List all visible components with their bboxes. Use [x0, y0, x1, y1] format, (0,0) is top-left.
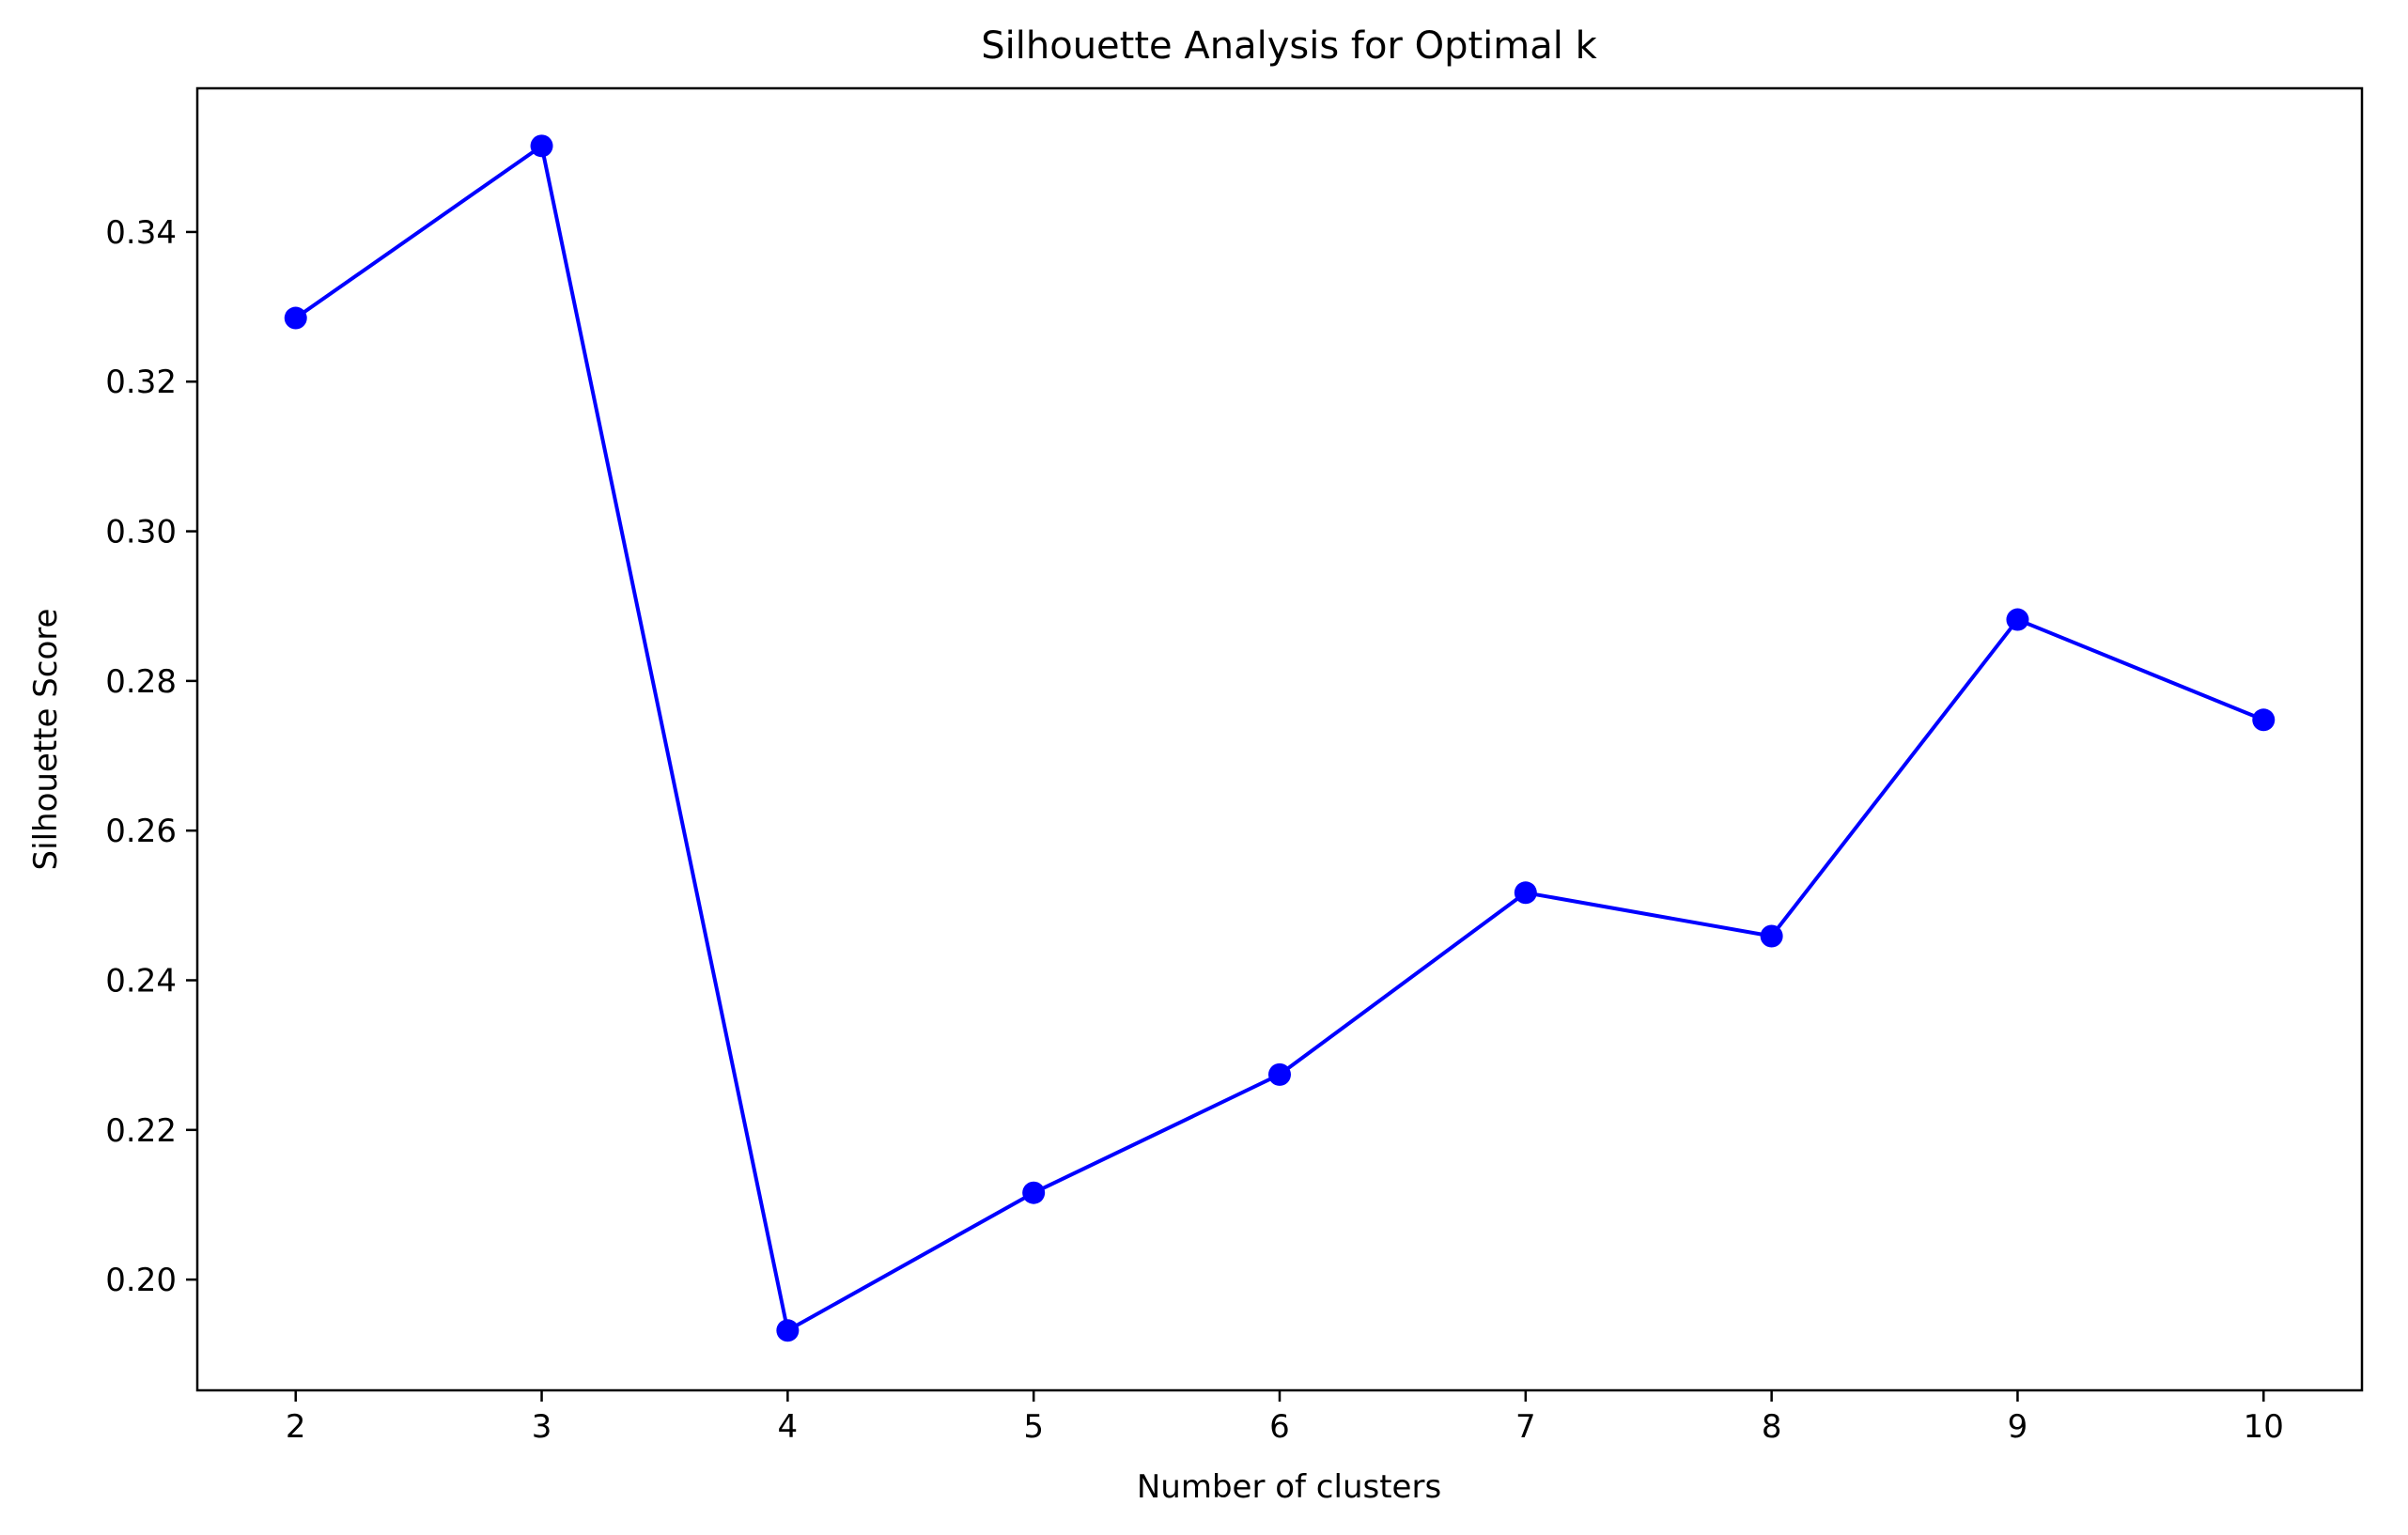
y-tick-label: 0.28: [105, 663, 177, 701]
data-point: [1760, 924, 1783, 948]
chart-title: Silhouette Analysis for Optimal k: [981, 24, 1597, 68]
y-tick-label: 0.34: [105, 214, 177, 252]
data-point: [2252, 708, 2276, 732]
x-tick-label: 10: [2244, 1408, 2284, 1446]
x-tick-label: 6: [1269, 1408, 1290, 1446]
x-tick-label: 9: [2008, 1408, 2028, 1446]
y-axis-label: Silhouette Score: [27, 609, 65, 871]
y-tick-label: 0.24: [105, 962, 177, 1000]
data-point: [284, 306, 307, 330]
y-tick-label: 0.20: [105, 1262, 177, 1299]
x-tick-label: 5: [1023, 1408, 1044, 1446]
data-point: [1514, 881, 1537, 905]
x-tick-label: 4: [778, 1408, 799, 1446]
y-tick-label: 0.22: [105, 1112, 177, 1150]
plot-frame: [195, 86, 2364, 1392]
y-tick-label: 0.30: [105, 514, 177, 551]
plot-area: 2 3 4 5 6 7 8 9 10 0.20 0.22 0.24 0.26 0.28 0.30 0.32 0.…: [105, 134, 2284, 1446]
y-tick-label: 0.26: [105, 813, 177, 850]
data-point: [530, 134, 553, 158]
data-point: [776, 1319, 800, 1342]
x-tick-label: 2: [286, 1408, 306, 1446]
data-point: [1268, 1062, 1291, 1086]
data-point: [2006, 608, 2029, 631]
data-point: [1022, 1181, 1046, 1204]
x-axis-label: Number of clusters: [1137, 1468, 1441, 1506]
x-tick-label: 7: [1515, 1408, 1536, 1446]
x-tick-label: 8: [1762, 1408, 1782, 1446]
y-tick-label: 0.32: [105, 364, 177, 401]
x-tick-label: 3: [532, 1408, 552, 1446]
